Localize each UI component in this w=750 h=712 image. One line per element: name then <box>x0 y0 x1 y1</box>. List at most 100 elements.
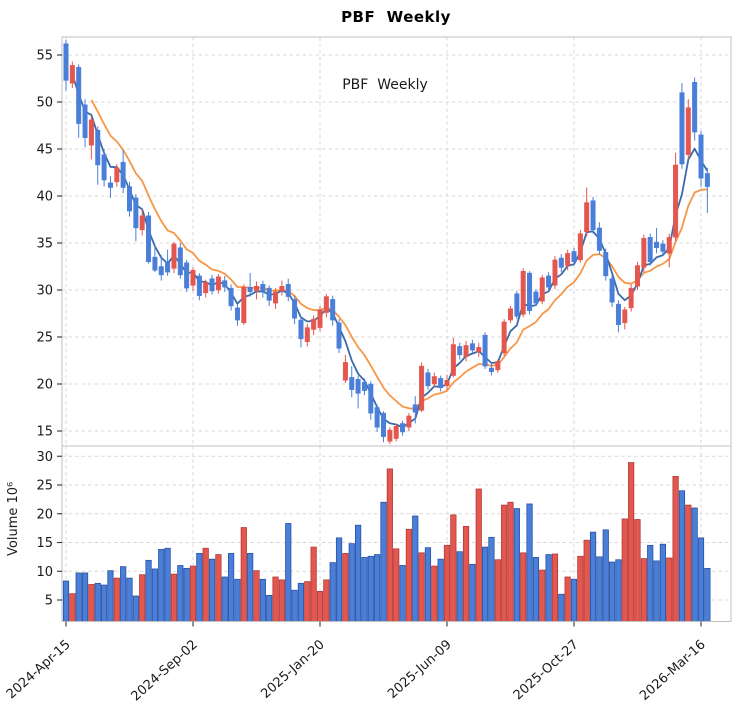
volume-bar <box>151 568 158 622</box>
price-tick-label: 55 <box>36 49 53 64</box>
volume-tick-label: 5 <box>45 594 53 609</box>
volume-bar <box>437 558 444 622</box>
candle-body <box>355 379 361 394</box>
candle-body <box>514 293 520 317</box>
candle-body <box>234 307 240 321</box>
candle-body <box>374 407 380 428</box>
volume-bar <box>481 546 489 622</box>
volume-bar <box>316 590 324 622</box>
volume-bar <box>62 580 70 622</box>
candle-body <box>539 277 545 302</box>
candle-body <box>190 270 196 286</box>
candle-body <box>660 243 666 252</box>
candle-body <box>565 253 571 266</box>
volume-bar <box>596 556 603 622</box>
volume-bar <box>208 558 216 622</box>
candle-body <box>127 186 132 212</box>
volume-bar <box>520 552 527 622</box>
candle-body <box>679 92 685 165</box>
candle-body <box>666 237 672 254</box>
volume-bar <box>412 515 419 622</box>
candle-body <box>508 308 513 321</box>
volume-bar <box>501 504 508 622</box>
candle-body <box>495 361 501 371</box>
candle-body <box>330 299 336 321</box>
volume-bar <box>685 504 692 622</box>
volume-bar <box>285 523 292 622</box>
candle-body <box>311 318 317 330</box>
volume-bar <box>456 551 463 622</box>
candle-body <box>215 276 221 291</box>
volume-bar <box>488 536 495 622</box>
volume-bar <box>227 553 235 622</box>
volume-bar <box>202 547 209 622</box>
candle-body <box>692 82 698 133</box>
volume-bar <box>602 529 609 622</box>
volume-bar <box>329 562 336 622</box>
candle-body <box>381 412 386 437</box>
candle-body <box>520 270 526 315</box>
candle-body <box>342 362 348 381</box>
volume-bar <box>672 475 679 622</box>
candle-body <box>419 365 425 411</box>
volume-bar <box>348 543 355 622</box>
candle-body <box>685 107 691 155</box>
volume-bar <box>628 462 635 622</box>
candle-body <box>107 182 113 188</box>
candle-body <box>444 379 450 387</box>
volume-tick-label: 10 <box>36 565 53 580</box>
volume-bar <box>342 553 349 622</box>
candle-body <box>323 296 329 313</box>
candle-body <box>622 309 628 324</box>
volume-bar <box>424 547 432 622</box>
volume-bar <box>132 595 139 622</box>
volume-bar <box>367 555 374 622</box>
price-panel-border <box>61 36 732 447</box>
volume-bar <box>335 537 343 622</box>
candle-body <box>76 66 82 124</box>
volume-bar <box>158 549 165 622</box>
volume-bar <box>101 584 108 622</box>
candle-body <box>387 429 393 442</box>
price-tick-label: 50 <box>36 96 53 111</box>
volume-bar <box>323 579 330 622</box>
volume-bar <box>443 544 451 622</box>
volume-bar <box>94 582 101 622</box>
candle-body <box>463 345 469 357</box>
volume-bar <box>513 508 520 622</box>
candle-body <box>438 378 444 389</box>
candle-body <box>146 215 152 263</box>
volume-bar <box>107 570 114 622</box>
volume-bar <box>539 569 546 622</box>
candle-body <box>120 161 126 188</box>
price-tick-label: 15 <box>36 425 53 440</box>
volume-bar <box>475 488 482 622</box>
candle-body <box>158 266 164 276</box>
volume-bar <box>678 490 686 622</box>
candle-body <box>546 275 552 288</box>
volume-bar <box>526 503 533 622</box>
volume-bar <box>113 577 120 622</box>
candle-body <box>139 215 145 231</box>
candle-body <box>228 287 234 307</box>
volume-bar <box>196 553 203 622</box>
candle-body <box>298 319 304 340</box>
volume-bar <box>393 548 400 622</box>
volume-bar <box>583 539 590 622</box>
candle-body <box>114 167 120 183</box>
volume-bar <box>697 537 705 622</box>
candle-body <box>336 322 342 349</box>
candle-body <box>673 164 679 238</box>
candle-body <box>628 287 634 309</box>
volume-bar <box>374 554 381 622</box>
candle-body <box>596 227 602 251</box>
candle-body <box>647 237 653 263</box>
volume-tick-label: 30 <box>36 450 53 465</box>
candle-body <box>552 259 558 286</box>
candle-body <box>285 284 291 297</box>
volume-bar <box>532 557 540 622</box>
volume-bar <box>177 565 184 622</box>
candle-body <box>101 154 107 181</box>
